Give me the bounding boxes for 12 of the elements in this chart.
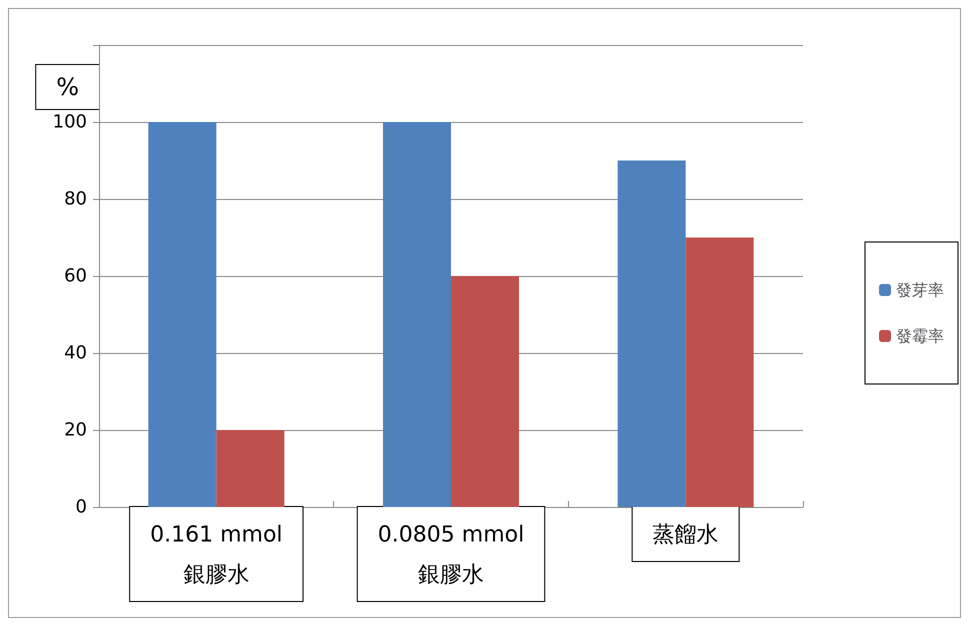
y-tick-label: 0 (76, 496, 87, 518)
y-tick-label: 80 (64, 188, 87, 210)
y-axis-title: % (56, 73, 79, 101)
y-tick-label: 60 (64, 266, 87, 286)
y-tick-label: 20 (64, 420, 87, 440)
legend-label: 發霉率 (896, 326, 944, 346)
y-tick-label: 40 (64, 342, 87, 364)
y-tick-label: 100 (52, 112, 87, 132)
legend-label: 發芽率 (896, 280, 944, 300)
x-tick-label: 0.161 mmol 銀膠水 (150, 522, 283, 588)
x-tick-label: 0.0805 mmol 銀膠水 (378, 522, 524, 588)
x-tick-label: 蒸餾水 (652, 522, 719, 548)
